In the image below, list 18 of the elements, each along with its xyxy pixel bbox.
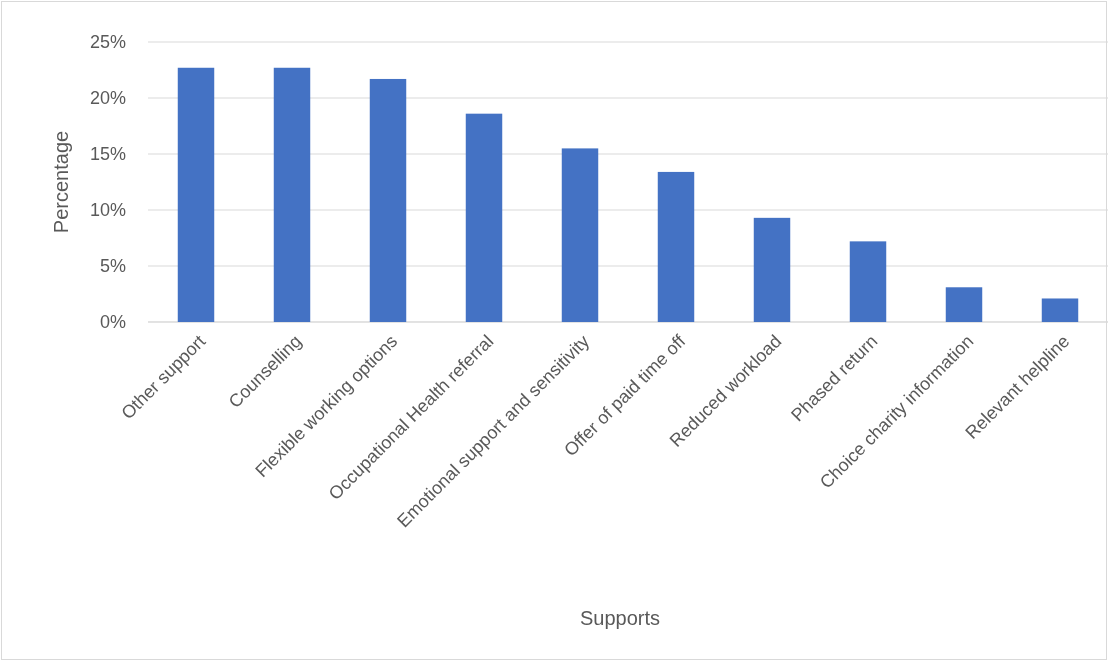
bar — [273, 67, 311, 322]
bar — [465, 113, 503, 322]
y-tick-label: 20% — [89, 88, 126, 109]
bar — [849, 241, 887, 322]
bar — [753, 217, 791, 322]
y-tick-label: 15% — [89, 144, 126, 165]
bar — [945, 287, 983, 322]
y-tick-label: 0% — [99, 312, 126, 333]
x-axis-title: Supports — [579, 607, 661, 629]
bar — [1041, 298, 1079, 322]
bar — [657, 171, 695, 322]
y-tick-label: 10% — [89, 200, 126, 221]
bar — [369, 78, 407, 322]
y-axis-title: Percentage — [50, 130, 72, 234]
bar — [177, 67, 215, 322]
bar — [561, 148, 599, 322]
y-tick-label: 5% — [99, 256, 126, 277]
y-tick-label: 25% — [89, 32, 126, 53]
